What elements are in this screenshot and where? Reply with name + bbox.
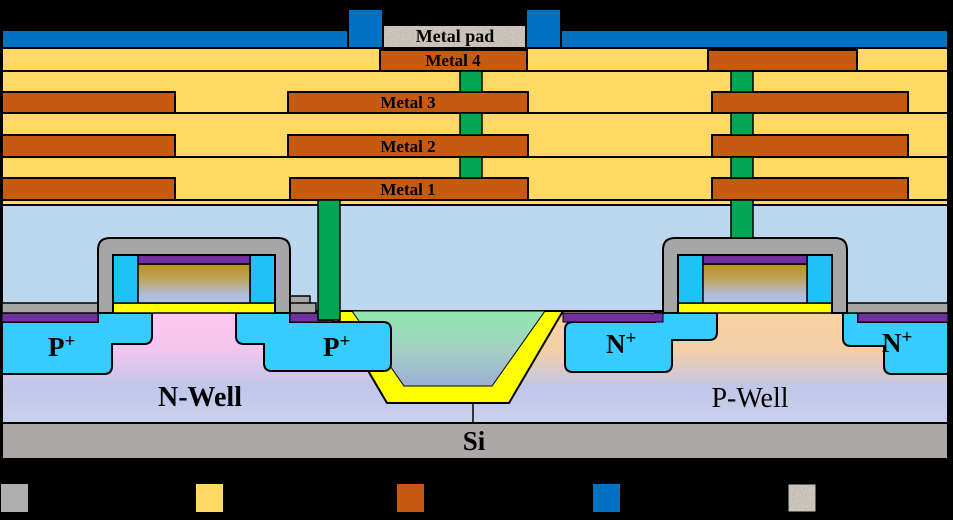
legend-swatch-metal	[397, 484, 424, 512]
gate-cap-silicide	[137, 254, 251, 265]
silicide-strip	[857, 312, 949, 323]
metal2-bar	[287, 134, 529, 158]
si-substrate	[1, 422, 949, 460]
liner-film	[846, 302, 949, 314]
legend-swatch-passivation	[593, 484, 620, 512]
p-well-label: P-Well	[711, 383, 788, 414]
n-plus-left-label: N+	[606, 328, 636, 359]
p-plus-right-diffusion	[235, 312, 392, 372]
gate-liner	[662, 237, 848, 314]
gate-spacer	[806, 254, 833, 304]
passivation-bump	[347, 8, 384, 49]
via	[730, 112, 754, 136]
liner-film	[1, 302, 99, 314]
metal4-bar	[707, 49, 858, 72]
contact-to-diffusion	[317, 199, 341, 321]
legend	[1, 483, 817, 513]
p-plus-right-label: P+	[323, 331, 350, 362]
metal-interconnects	[1, 49, 909, 201]
metal-pad	[362, 24, 548, 49]
p-plus-left-label: P+	[48, 331, 75, 362]
metal1-bar	[1, 177, 176, 201]
p-plus-left-diffusion	[1, 312, 153, 375]
gate-oxide	[112, 302, 276, 314]
metal3-bar	[711, 91, 909, 114]
gate-electrode	[137, 263, 251, 304]
metal3-label: Metal 3	[380, 93, 435, 112]
gate-oxide	[677, 302, 833, 314]
nmos-transistor	[662, 237, 848, 314]
n-plus-right-diffusion	[842, 312, 949, 375]
metal1-bar	[711, 177, 909, 201]
silicide-strip	[1, 312, 99, 323]
legend-swatch-dielectric	[196, 484, 223, 512]
metal4-label: Metal 4	[425, 51, 481, 70]
n-well-label: N-Well	[158, 382, 242, 413]
via	[459, 112, 483, 136]
via	[730, 156, 754, 179]
metal1-bar	[289, 177, 529, 201]
metal3-bar	[1, 91, 176, 114]
via-to-gate	[730, 199, 754, 239]
silicide-strip	[562, 312, 664, 323]
liner-film	[289, 302, 317, 314]
n-plus-right-label: N+	[882, 327, 912, 358]
metal3-bar	[287, 91, 529, 114]
gate-spacer	[249, 254, 276, 304]
passivation-bump	[525, 8, 562, 49]
metal4-bar	[379, 49, 528, 72]
pmos-transistor	[97, 237, 291, 314]
metal2-label: Metal 2	[380, 137, 435, 156]
gate-cap-silicide	[702, 254, 808, 265]
si-label: Si	[463, 426, 486, 456]
legend-swatch-metal-pad	[787, 483, 817, 513]
metal1-label: Metal 1	[380, 180, 435, 199]
gate-liner	[97, 237, 291, 314]
via	[730, 70, 754, 93]
n-plus-left-diffusion	[564, 312, 718, 373]
legend-swatch-silicon	[1, 484, 28, 512]
via	[459, 156, 483, 179]
metal-pad-label: Metal pad	[416, 26, 495, 46]
via	[459, 70, 483, 93]
gate-spacer	[112, 254, 139, 304]
vias	[317, 70, 754, 321]
metal2-bar	[711, 134, 909, 158]
metal2-bar	[1, 134, 176, 158]
gate-electrode	[702, 263, 808, 304]
gate-spacer	[677, 254, 704, 304]
